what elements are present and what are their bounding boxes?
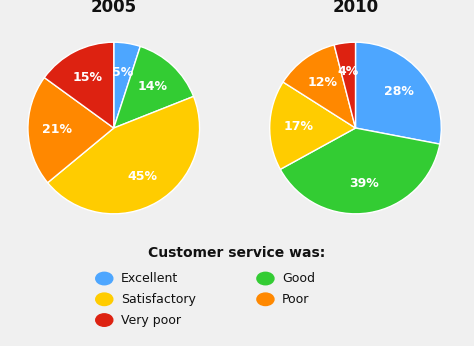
Wedge shape [356, 42, 441, 144]
Text: Satisfactory: Satisfactory [121, 293, 196, 306]
Wedge shape [334, 42, 356, 128]
Text: 39%: 39% [349, 177, 379, 190]
Wedge shape [45, 42, 114, 128]
Wedge shape [270, 82, 356, 169]
Text: 17%: 17% [284, 120, 314, 133]
Text: Excellent: Excellent [121, 272, 178, 285]
Text: 15%: 15% [73, 71, 103, 84]
Text: 21%: 21% [42, 123, 72, 136]
Text: 4%: 4% [338, 65, 359, 78]
Text: 28%: 28% [384, 85, 414, 98]
Text: Customer service was:: Customer service was: [148, 246, 326, 260]
Text: 12%: 12% [307, 76, 337, 89]
Text: Poor: Poor [282, 293, 310, 306]
Text: 5%: 5% [112, 66, 133, 79]
Wedge shape [28, 78, 114, 183]
Text: 14%: 14% [137, 80, 167, 93]
Title: 2010: 2010 [332, 0, 379, 16]
Wedge shape [114, 46, 193, 128]
Text: Very poor: Very poor [121, 313, 181, 327]
Wedge shape [283, 45, 356, 128]
Wedge shape [280, 128, 440, 214]
Text: Good: Good [282, 272, 315, 285]
Title: 2005: 2005 [91, 0, 137, 16]
Wedge shape [48, 97, 200, 214]
Wedge shape [114, 42, 140, 128]
Text: 45%: 45% [128, 170, 157, 183]
